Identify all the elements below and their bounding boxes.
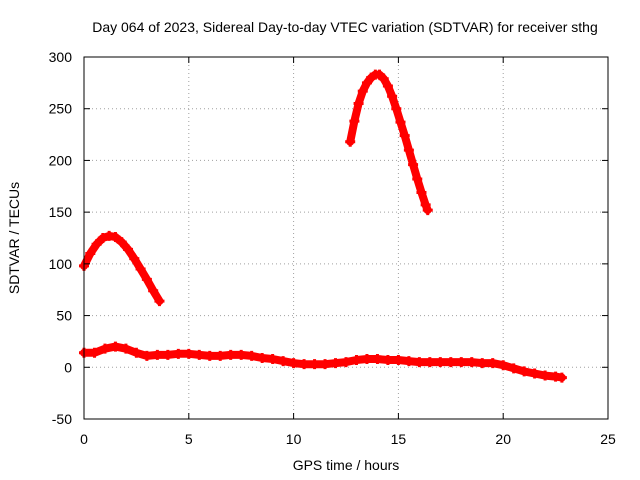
data-point	[372, 354, 383, 365]
data-point	[393, 355, 404, 366]
data-point	[236, 349, 247, 360]
data-point	[378, 73, 389, 84]
data-point	[110, 231, 121, 242]
x-tick-label: 20	[495, 431, 511, 447]
x-axis-label: GPS time / hours	[293, 457, 400, 473]
y-tick-label: 0	[64, 359, 72, 375]
data-point	[424, 357, 435, 368]
tick-labels: 0 5 10 15 20 25 -50 0 50 100 150 200 250 300	[49, 49, 616, 447]
data-point	[391, 103, 402, 114]
data-point	[330, 358, 341, 369]
data-point	[403, 145, 414, 156]
data-point	[246, 350, 257, 361]
data-point	[420, 199, 431, 210]
data-point	[508, 363, 519, 374]
data-point	[320, 359, 331, 370]
data-point	[412, 174, 423, 185]
data-point	[116, 237, 127, 248]
data-point	[353, 98, 364, 109]
data-point	[204, 350, 215, 361]
data-point	[519, 366, 530, 377]
grid-lines	[84, 57, 608, 419]
data-point	[445, 357, 456, 368]
x-tick-label: 0	[80, 431, 88, 447]
data-point	[341, 357, 351, 368]
data-point	[466, 357, 477, 368]
data-point	[99, 343, 110, 354]
data-point	[215, 350, 226, 361]
data-point	[141, 274, 152, 285]
data-point	[477, 358, 488, 369]
data-point	[267, 354, 278, 365]
data-point	[395, 117, 406, 128]
data-point	[288, 358, 299, 369]
data-point	[349, 116, 360, 127]
y-tick-label: 50	[56, 308, 72, 324]
data-point	[89, 347, 100, 358]
x-tick-label: 15	[391, 431, 407, 447]
plot-frame	[83, 56, 609, 420]
data-point	[422, 205, 433, 216]
data-point	[141, 350, 152, 361]
data-point	[131, 347, 142, 358]
data-point	[540, 370, 551, 381]
y-tick-label: 200	[49, 152, 73, 168]
data-point	[382, 80, 393, 91]
data-point	[498, 360, 509, 371]
x-tick-label: 10	[286, 431, 302, 447]
data-point	[257, 352, 268, 363]
data-point	[85, 248, 96, 259]
data-series	[79, 69, 567, 383]
data-point	[529, 368, 540, 379]
axis-ticks	[83, 56, 609, 420]
data-point	[110, 341, 121, 352]
data-point	[345, 136, 356, 147]
data-point	[148, 285, 159, 296]
data-point	[225, 349, 236, 360]
x-tick-label: 5	[185, 431, 193, 447]
data-point	[123, 244, 134, 255]
data-point	[173, 348, 184, 359]
y-tick-label: 250	[49, 101, 73, 117]
data-point	[357, 86, 368, 97]
data-point	[91, 239, 102, 250]
data-point	[414, 357, 425, 368]
y-axis-label: SDTVAR / TECUs	[6, 182, 22, 294]
chart-title: Day 064 of 2023, Sidereal Day-to-day VTE…	[92, 19, 598, 35]
data-point	[403, 356, 414, 367]
data-point	[129, 253, 140, 264]
data-point	[154, 296, 165, 307]
x-tick-label: 25	[600, 431, 616, 447]
data-point	[361, 354, 372, 365]
data-point	[351, 355, 362, 366]
data-point	[309, 359, 320, 370]
data-point	[120, 343, 131, 354]
data-point	[152, 349, 163, 360]
data-point	[556, 372, 567, 383]
data-point	[435, 357, 446, 368]
data-point	[278, 356, 289, 367]
y-tick-label: 150	[49, 204, 73, 220]
data-point	[408, 159, 419, 170]
data-point	[135, 264, 146, 275]
y-tick-label: 100	[49, 256, 73, 272]
y-tick-label: -50	[52, 411, 72, 427]
data-point	[361, 77, 372, 88]
data-point	[487, 358, 498, 369]
data-point	[416, 187, 427, 198]
data-point	[183, 348, 194, 359]
data-point	[456, 357, 467, 368]
data-point	[97, 233, 108, 243]
data-point	[382, 355, 393, 366]
data-point	[194, 349, 205, 360]
data-point	[299, 359, 310, 370]
y-tick-label: 300	[49, 49, 73, 65]
data-point	[162, 349, 173, 360]
data-point	[387, 91, 398, 102]
data-point	[399, 130, 410, 141]
